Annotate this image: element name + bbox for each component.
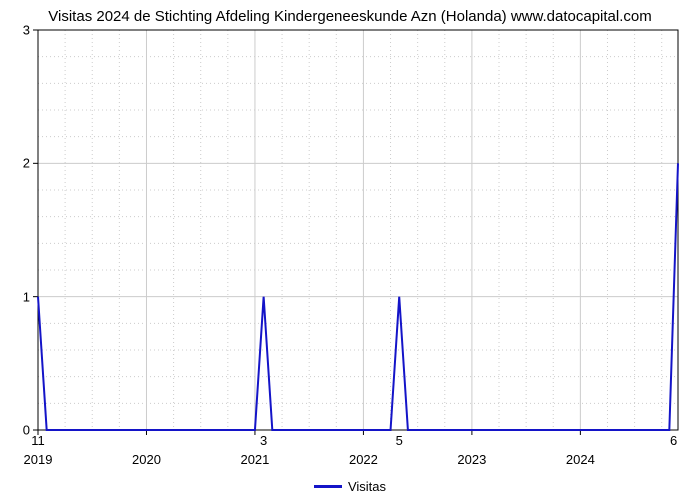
x-tick-label: 2023 xyxy=(457,452,486,467)
value-label: 6 xyxy=(670,433,677,448)
x-tick-label: 2020 xyxy=(132,452,161,467)
value-label: 5 xyxy=(396,433,403,448)
value-label: 11 xyxy=(31,433,45,448)
x-tick-label: 2019 xyxy=(24,452,53,467)
y-tick-label: 1 xyxy=(10,289,30,304)
legend: Visitas xyxy=(0,478,700,494)
value-label: 3 xyxy=(260,433,267,448)
legend-swatch xyxy=(314,485,342,488)
y-tick-label: 3 xyxy=(10,23,30,38)
chart-svg xyxy=(0,0,700,500)
x-tick-label: 2024 xyxy=(566,452,595,467)
x-tick-label: 2022 xyxy=(349,452,378,467)
y-tick-label: 0 xyxy=(10,423,30,438)
legend-label: Visitas xyxy=(348,479,386,494)
y-tick-label: 2 xyxy=(10,156,30,171)
chart-container: Visitas 2024 de Stichting Afdeling Kinde… xyxy=(0,0,700,500)
x-tick-label: 2021 xyxy=(240,452,269,467)
